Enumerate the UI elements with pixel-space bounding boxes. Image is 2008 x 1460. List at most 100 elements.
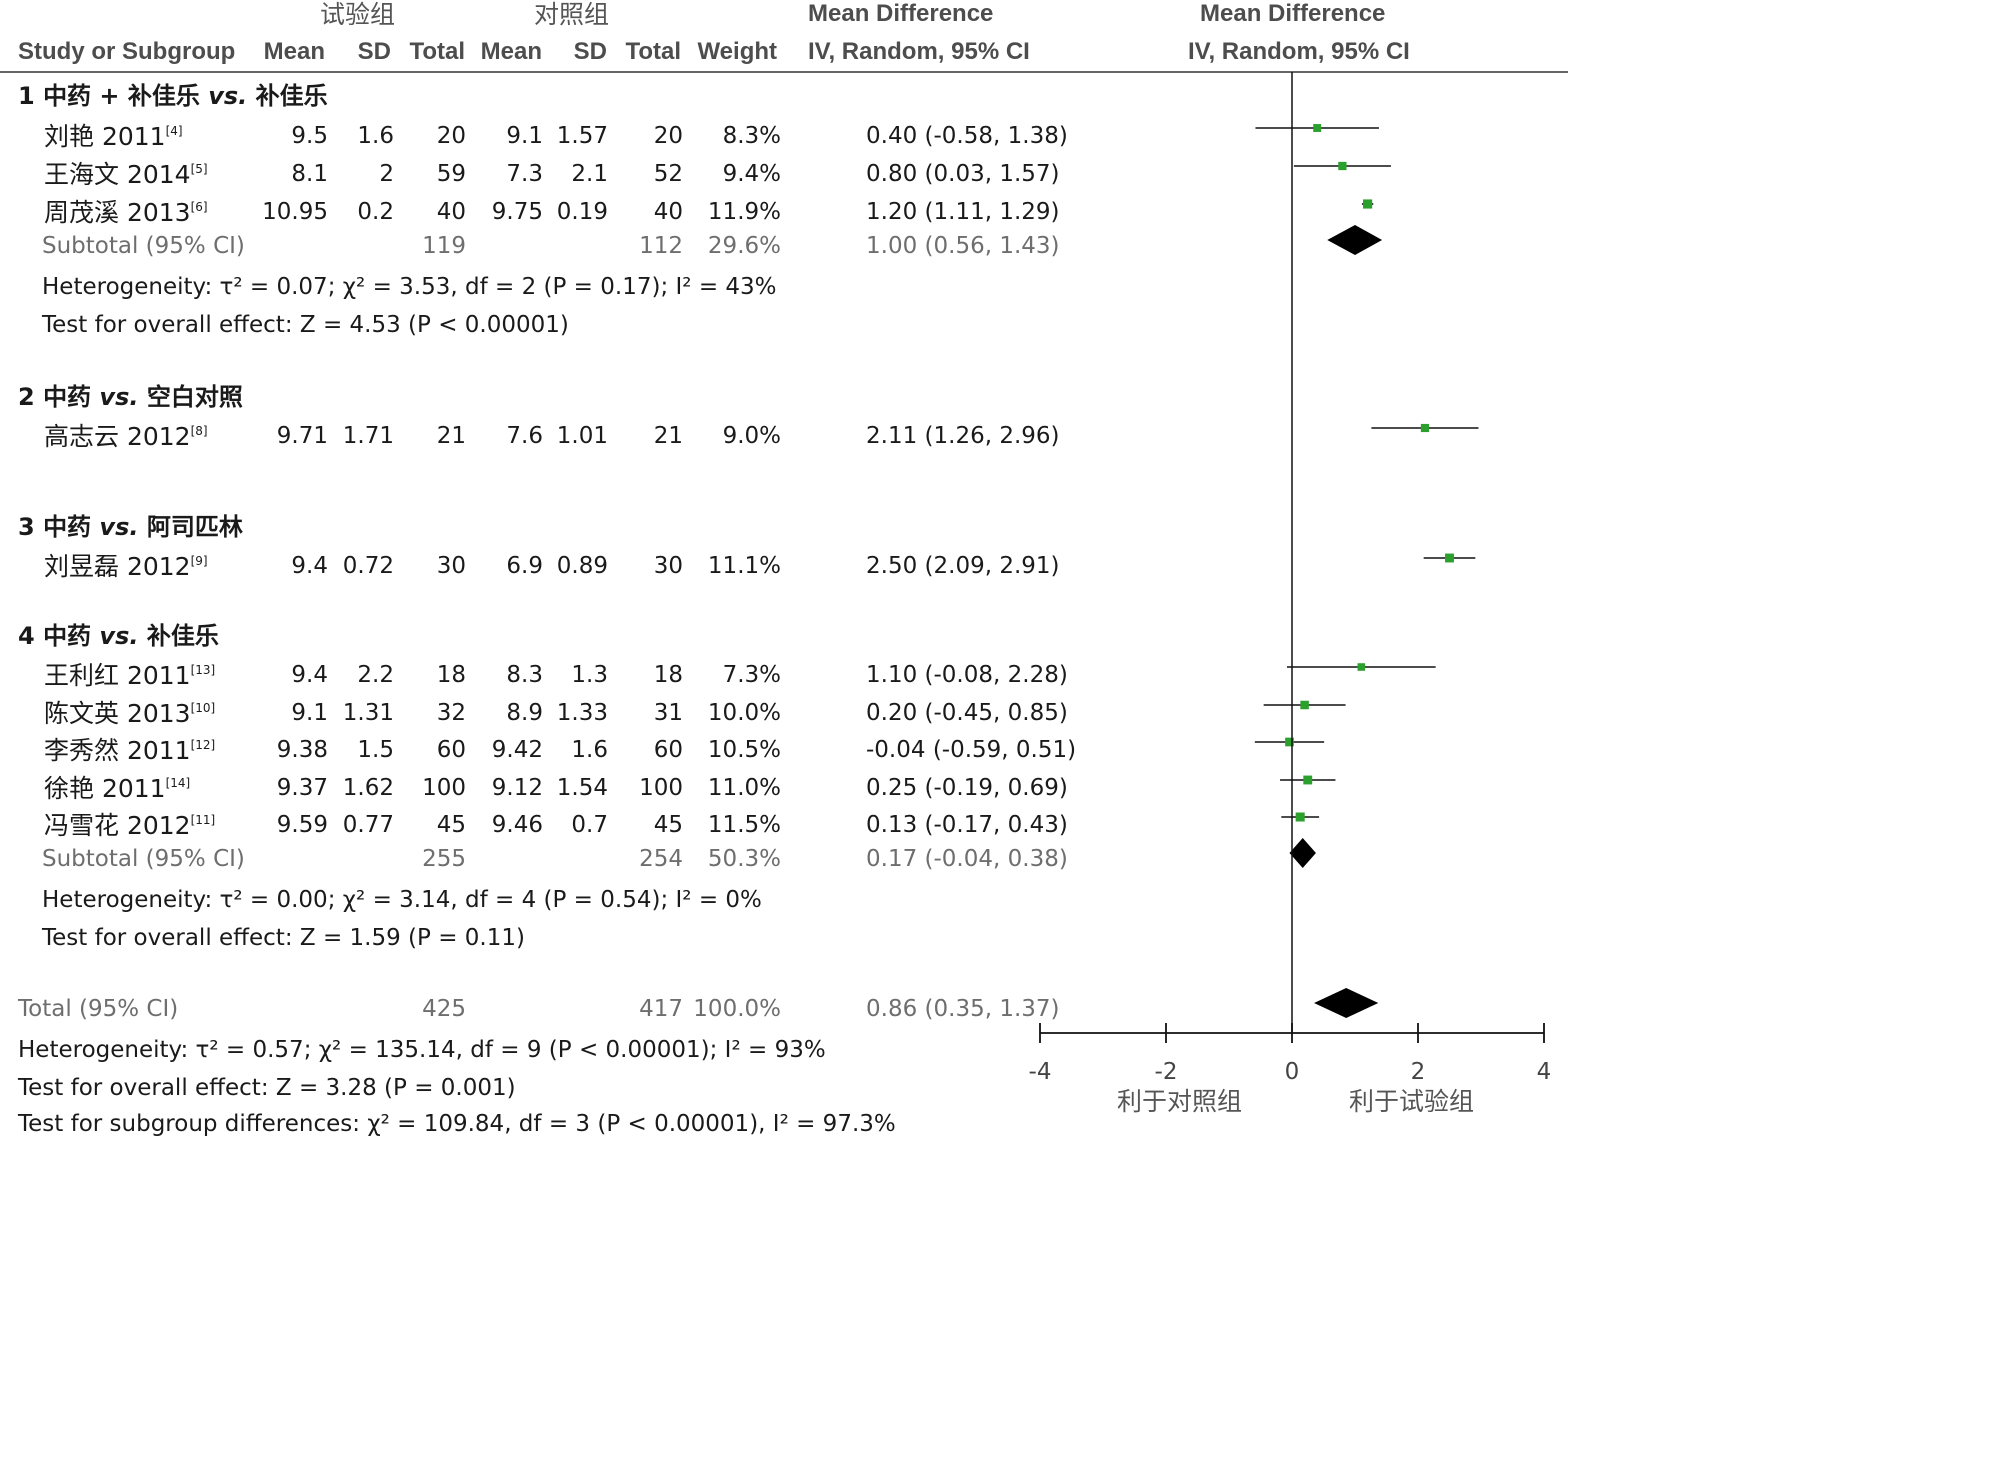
subgroup-vs: vs. [99, 383, 139, 411]
study-m1: 9.4 [291, 662, 328, 688]
study-sd2: 1.3 [571, 662, 608, 688]
study-marker [1303, 775, 1313, 785]
total-heterogeneity-text: Heterogeneity: τ² = 0.57; χ² = 135.14, d… [18, 1037, 826, 1063]
study-sd2: 1.6 [571, 737, 608, 763]
subgroup-number: 3 [18, 513, 44, 541]
study-marker [1295, 812, 1305, 822]
subgroup-intervention: 中药 [43, 622, 100, 650]
study-name-text: 李秀然 2011 [44, 736, 191, 765]
study-reference: [8] [190, 424, 208, 438]
x-axis-tick-label: 2 [1411, 1059, 1426, 1085]
study-w: 11.5% [707, 812, 781, 838]
study-reference: [9] [190, 554, 208, 568]
study-name: 陈文英 2013[10] [44, 701, 215, 726]
study-n1: 30 [436, 553, 466, 579]
study-ci: 0.20 (-0.45, 0.85) [866, 700, 1068, 726]
study-w: 11.1% [707, 553, 781, 579]
method-header-table: IV, Random, 95% CI [808, 38, 1030, 65]
study-m1: 10.95 [262, 199, 328, 225]
total-overall-effect-text: Test for overall effect: Z = 3.28 (P = 0… [18, 1075, 516, 1101]
study-w: 11.9% [707, 199, 781, 225]
study-marker [1300, 700, 1309, 710]
study-m1: 8.1 [291, 161, 328, 187]
study-sd2: 2.1 [571, 161, 608, 187]
subgroup-number: 2 [18, 383, 44, 411]
study-m2: 9.75 [491, 199, 543, 225]
study-reference: [13] [190, 663, 216, 677]
study-sd1: 2.2 [357, 662, 394, 688]
subtotal-n1: 255 [422, 846, 466, 872]
study-reference: [12] [190, 738, 216, 752]
subgroup-intervention: 中药 + 补佳乐 [43, 82, 209, 110]
study-n2: 100 [639, 775, 683, 801]
study-name-text: 周茂溪 2013 [44, 198, 191, 227]
study-sd1: 1.71 [342, 423, 394, 449]
subtotal-label: Subtotal (95% CI) [42, 846, 245, 872]
subgroup-comparator: 空白对照 [138, 383, 243, 411]
x-axis-tick-label: 4 [1537, 1059, 1552, 1085]
study-name-text: 刘艳 2011 [44, 122, 166, 151]
subtotal-diamond [1327, 225, 1383, 255]
study-sd1: 0.77 [342, 812, 394, 838]
experimental-group-header: 试验组 [320, 0, 396, 29]
overall-effect-text: Test for overall effect: Z = 4.53 (P < 0… [42, 312, 569, 338]
study-name: 高志云 2012[8] [44, 424, 208, 449]
study-ci: -0.04 (-0.59, 0.51) [866, 737, 1077, 763]
study-marker [1445, 553, 1454, 563]
study-n1: 20 [436, 123, 466, 149]
study-w: 9.4% [722, 161, 781, 187]
study-sd1: 2 [379, 161, 394, 187]
study-w: 10.5% [707, 737, 781, 763]
overall-effect-text: Test for overall effect: Z = 1.59 (P = 0… [42, 925, 525, 951]
study-m1: 9.38 [276, 737, 328, 763]
study-sd1: 0.2 [357, 199, 394, 225]
subgroup-vs: vs. [99, 513, 139, 541]
study-m1: 9.5 [291, 123, 328, 149]
subgroup-intervention: 中药 [43, 513, 100, 541]
forest-plot-figure: 试验组 对照组 Mean Difference Mean Difference … [0, 0, 1568, 1137]
subtotal-n2: 112 [639, 233, 683, 259]
study-n2: 30 [653, 553, 683, 579]
study-sd2: 1.33 [556, 700, 608, 726]
study-n1: 21 [436, 423, 466, 449]
study-ci: 0.80 (0.03, 1.57) [866, 161, 1060, 187]
total-label: Total (95% CI) [18, 996, 179, 1022]
mean-exp-header: Mean [263, 38, 325, 65]
study-m2: 6.9 [506, 553, 543, 579]
study-m2: 9.1 [506, 123, 543, 149]
sd-ctrl-header: SD [573, 38, 607, 65]
total-diamond [1314, 988, 1379, 1018]
study-name-text: 刘昱磊 2012 [44, 552, 191, 581]
subtotal-n1: 119 [422, 233, 466, 259]
study-marker [1338, 161, 1347, 171]
study-n2: 18 [653, 662, 683, 688]
study-reference: [4] [165, 124, 183, 138]
study-marker [1363, 199, 1373, 209]
study-name: 刘艳 2011[4] [44, 124, 183, 149]
favours-control-label: 利于对照组 [1117, 1087, 1243, 1116]
subgroup-number: 1 [18, 82, 44, 110]
x-axis-tick-label: -4 [1029, 1059, 1052, 1085]
study-ci: 1.20 (1.11, 1.29) [866, 199, 1060, 225]
study-name-text: 王海文 2014 [44, 160, 191, 189]
subgroup-3-title: 3 中药 vs. 阿司匹林 [18, 515, 243, 539]
subgroup-comparator: 补佳乐 [247, 82, 328, 110]
study-n2: 52 [653, 161, 683, 187]
x-axis-tick-label: -2 [1155, 1059, 1178, 1085]
study-ci: 2.50 (2.09, 2.91) [866, 553, 1060, 579]
study-n1: 40 [436, 199, 466, 225]
mean-difference-header-plot: Mean Difference [1200, 0, 1386, 27]
study-reference: [5] [190, 162, 208, 176]
mean-difference-header-table: Mean Difference [808, 0, 994, 27]
study-sd2: 0.89 [556, 553, 608, 579]
study-m2: 7.3 [506, 161, 543, 187]
x-axis-tick-label: 0 [1285, 1059, 1300, 1085]
sd-exp-header: SD [357, 38, 391, 65]
subgroup-differences-text: Test for subgroup differences: χ² = 109.… [18, 1111, 896, 1137]
study-reference: [11] [190, 813, 216, 827]
study-m1: 9.59 [276, 812, 328, 838]
subgroup-2-title: 2 中药 vs. 空白对照 [18, 385, 243, 409]
study-name: 刘昱磊 2012[9] [44, 554, 208, 579]
study-sd1: 0.72 [342, 553, 394, 579]
weight-header: Weight [697, 38, 777, 65]
